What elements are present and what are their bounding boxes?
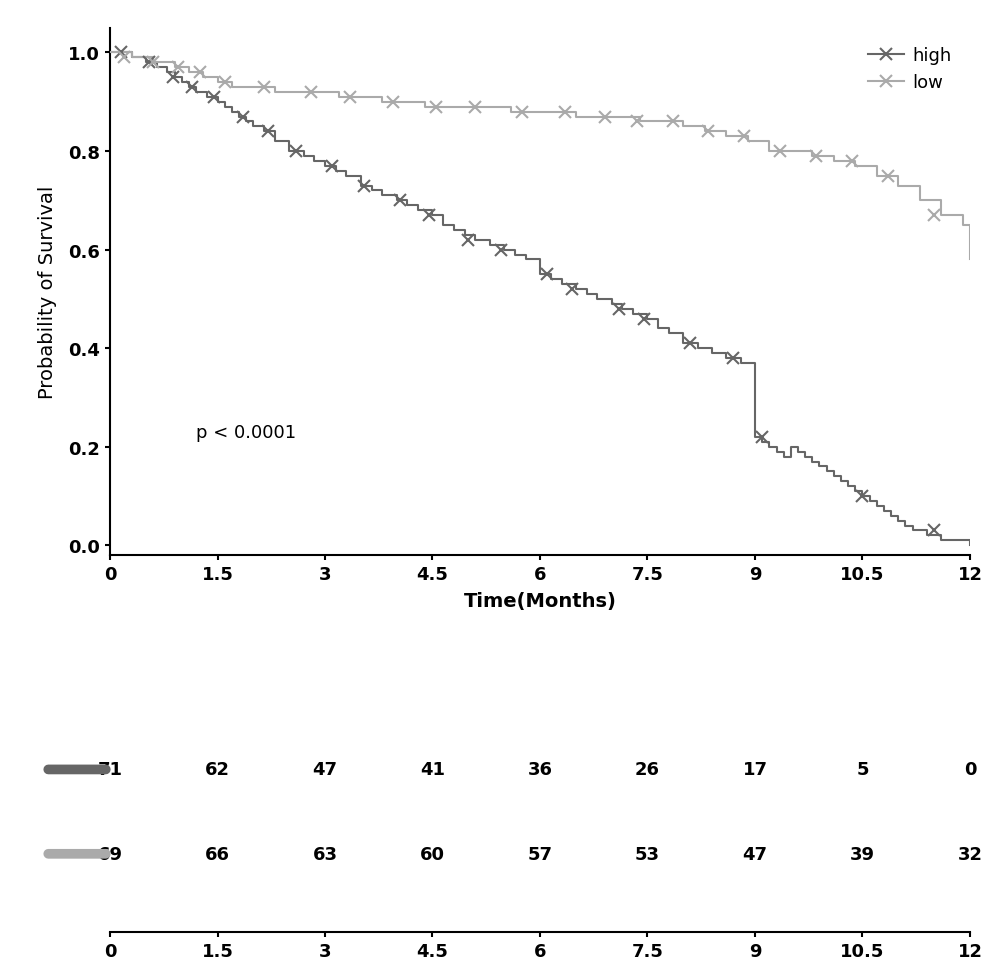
X-axis label: Time(Months): Time(Months): [464, 592, 616, 610]
Text: p < 0.0001: p < 0.0001: [196, 424, 296, 441]
Y-axis label: Probability of Survival: Probability of Survival: [38, 185, 57, 399]
Text: 47: 47: [742, 845, 767, 863]
Text: 71: 71: [98, 761, 122, 778]
Text: 47: 47: [312, 761, 338, 778]
Text: 53: 53: [635, 845, 660, 863]
Text: 0: 0: [964, 761, 976, 778]
Text: 39: 39: [850, 845, 875, 863]
Text: 62: 62: [205, 761, 230, 778]
Text: 36: 36: [528, 761, 552, 778]
Text: 69: 69: [98, 845, 122, 863]
Text: 32: 32: [957, 845, 982, 863]
Text: 5: 5: [856, 761, 869, 778]
Text: 41: 41: [420, 761, 445, 778]
Text: 17: 17: [742, 761, 767, 778]
Text: 66: 66: [205, 845, 230, 863]
Text: 63: 63: [312, 845, 338, 863]
Text: 57: 57: [528, 845, 552, 863]
Text: 60: 60: [420, 845, 445, 863]
Legend: high, low: high, low: [859, 37, 961, 101]
Text: 26: 26: [635, 761, 660, 778]
